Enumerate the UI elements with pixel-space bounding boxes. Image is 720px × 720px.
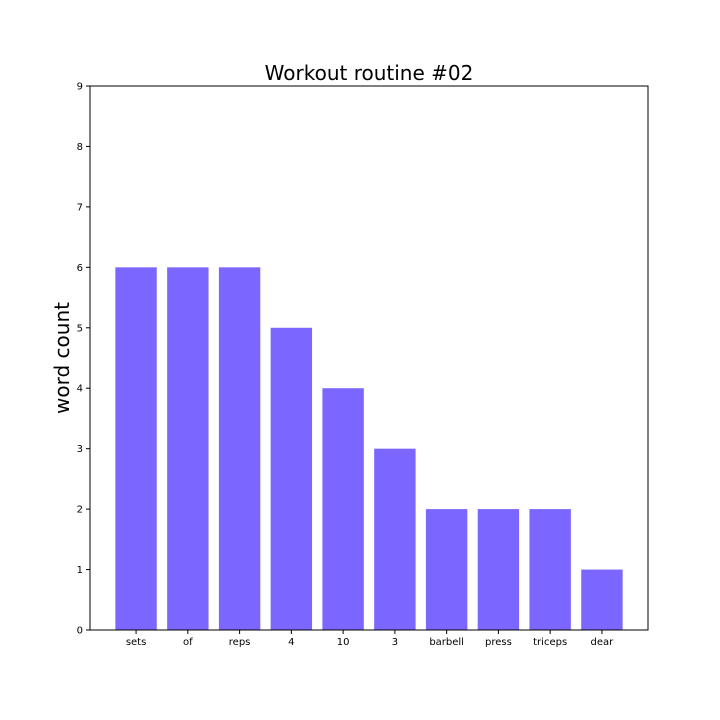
bar-10 [322,388,364,630]
bar-of [167,267,209,630]
x-tick-label: 10 [337,637,350,648]
axes-frame [89,85,649,631]
x-tick-label: press [485,637,512,648]
y-tick-label: 2 [77,505,83,516]
bar-reps [218,267,261,630]
x-tick-label: 3 [392,637,398,648]
y-axis-label: word count [50,302,74,414]
x-tick-label: sets [126,637,147,648]
bar-press [477,509,520,630]
y-tick-label: 9 [77,82,83,93]
x-tick-label: triceps [533,637,567,648]
x-ticks-layer: sets of reps 4 10 3 barbell press triceps dear [126,630,614,648]
chart-title: Workout routine #02 [265,61,474,85]
y-tick-label: 8 [77,142,83,153]
bar-barbell [425,509,468,630]
y-tick-label: 7 [77,202,83,213]
bar-3 [374,448,416,630]
bars-layer [115,267,623,630]
x-tick-label: barbell [429,637,464,648]
x-tick-label: reps [229,637,251,648]
bar-sets [115,267,157,630]
bar-4 [270,327,313,630]
x-tick-label: of [183,637,193,648]
bar-dear [581,569,623,630]
x-tick-label: dear [591,637,615,648]
y-tick-label: 3 [77,444,83,455]
y-tick-label: 0 [77,626,83,637]
bar-triceps [529,509,571,630]
y-tick-label: 1 [77,565,83,576]
y-tick-label: 6 [77,263,83,274]
y-ticks-layer: 0 1 2 3 4 5 6 7 8 9 [77,82,90,637]
y-tick-label: 4 [77,384,83,395]
y-tick-label: 5 [77,323,83,334]
x-tick-label: 4 [288,637,294,648]
